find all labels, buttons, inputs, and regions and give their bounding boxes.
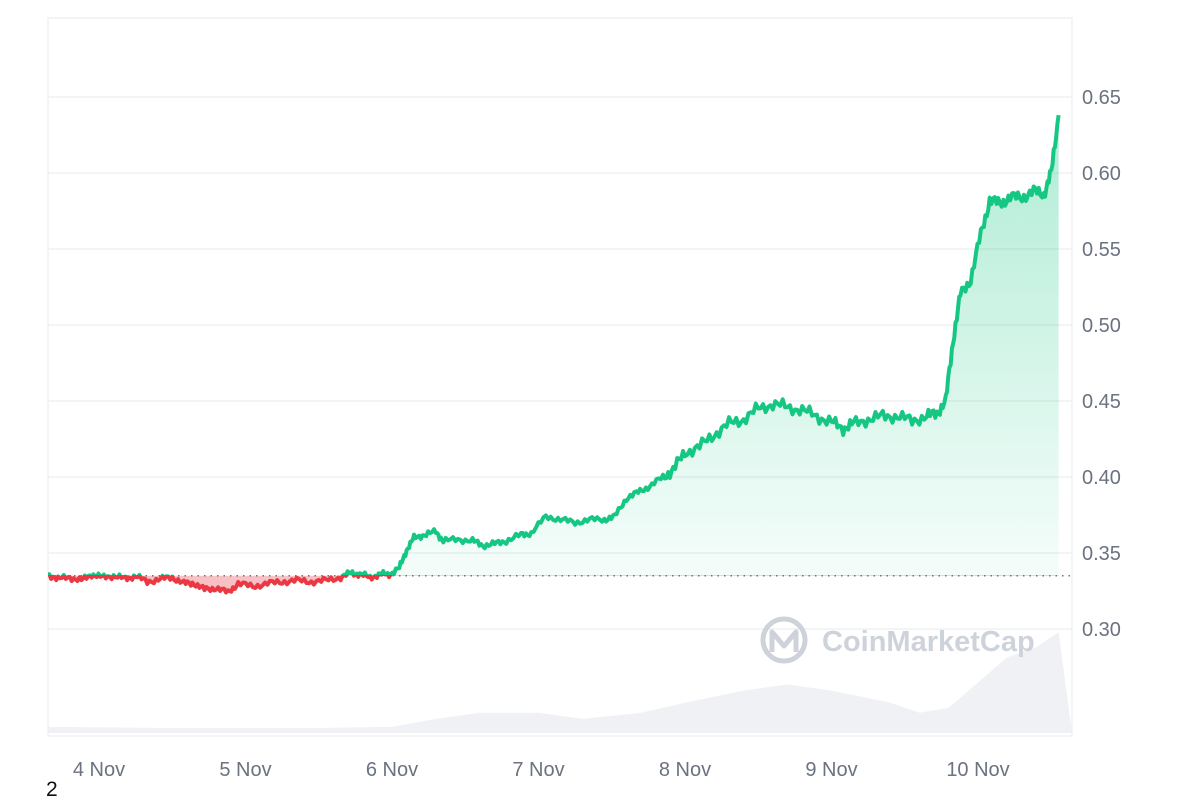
y-tick-label: 0.50: [1082, 315, 1121, 337]
x-tick-label: 4 Nov: [73, 759, 125, 781]
y-tick-label: 0.60: [1082, 163, 1121, 185]
x-tick-label: 9 Nov: [805, 759, 857, 781]
plot-border: [47, 17, 1073, 737]
coinmarketcap-logo-icon: [760, 616, 808, 664]
y-axis: 0.65 0.60 0.55 0.50 0.45 0.40 0.35 0.30: [1082, 87, 1121, 641]
page-number: 2: [46, 778, 58, 801]
volume-area: [47, 632, 1073, 733]
watermark-text: CoinMarketCap: [822, 626, 1035, 658]
x-tick-label: 8 Nov: [659, 759, 711, 781]
coinmarketcap-watermark: CoinMarketCap: [760, 616, 1035, 664]
price-line-down: [48, 575, 396, 595]
grid-lines: [48, 96, 1072, 630]
x-tick-label: 7 Nov: [512, 759, 564, 781]
y-tick-label: 0.35: [1082, 543, 1121, 565]
x-tick-label: 5 Nov: [219, 759, 271, 781]
y-tick-label: 0.55: [1082, 239, 1121, 261]
y-tick-label: 0.30: [1082, 619, 1121, 641]
y-tick-label: 0.65: [1082, 87, 1121, 109]
x-tick-label: 10 Nov: [946, 759, 1009, 781]
x-axis: 4 Nov 5 Nov 6 Nov 7 Nov 8 Nov 9 Nov 10 Nov: [73, 759, 1010, 781]
y-tick-label: 0.45: [1082, 391, 1121, 413]
y-tick-label: 0.40: [1082, 467, 1121, 489]
price-area-up: [48, 115, 1059, 575]
x-tick-label: 6 Nov: [366, 759, 418, 781]
price-line-up: [48, 114, 1061, 575]
